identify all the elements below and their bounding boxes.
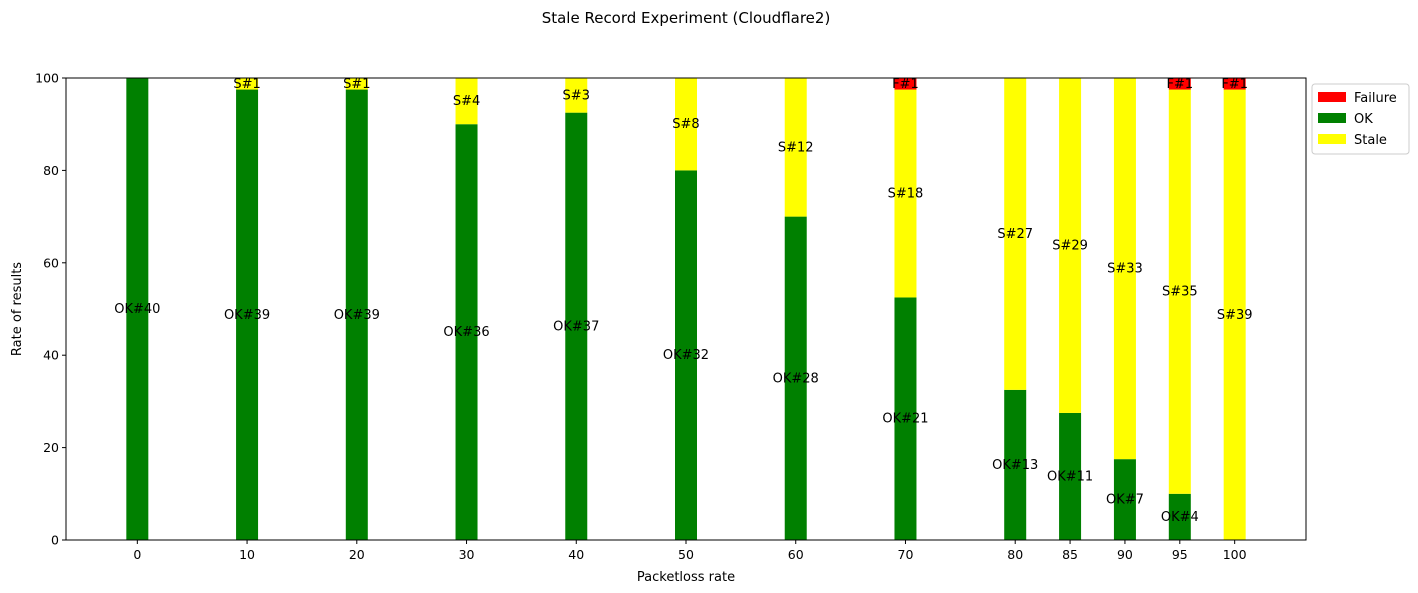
legend-swatch-ok [1318,113,1346,123]
bar-stale-40 [565,78,588,113]
bar-ok-95 [1168,493,1191,540]
bar-stale-85 [1059,78,1082,413]
data-label-ok-60: OK#28 [773,371,819,386]
data-label-ok-10: OK#39 [224,308,270,323]
y-tick-label: 20 [43,440,59,455]
bar-failure-100 [1223,78,1246,90]
data-label-stale-20: S#1 [343,77,370,92]
x-tick-label: 40 [568,547,584,562]
bars-group [126,78,1246,541]
y-tick-label: 60 [43,255,59,270]
data-label-stale-30: S#4 [453,94,480,109]
x-tick-label: 0 [133,547,141,562]
legend-swatch-stale [1318,134,1346,144]
bar-ok-30 [455,124,478,540]
x-tick-label: 95 [1172,547,1188,562]
data-label-ok-80: OK#13 [992,458,1038,473]
y-tick-label: 40 [43,348,59,363]
data-label-ok-40: OK#37 [553,319,599,334]
bar-stale-30 [455,78,478,125]
bar-ok-50 [675,170,697,540]
bar-stale-10 [236,78,259,90]
y-axis-ticks: 0 20 40 60 80 100 [35,71,66,548]
y-tick-label: 0 [51,533,59,548]
bar-stale-100 [1223,89,1246,541]
bar-labels-group: OK#40 OK#39 S#1 OK#39 S#1 OK#36 S#4 OK#37 S#3 OK#… [114,77,1252,525]
data-label-ok-85: OK#11 [1047,469,1093,484]
data-label-stale-60: S#12 [778,140,814,155]
bar-ok-0 [126,78,149,540]
bar-stale-60 [784,78,807,217]
legend-label-ok: OK [1354,112,1373,127]
data-label-stale-95: S#35 [1162,285,1198,300]
data-label-stale-85: S#29 [1052,238,1088,253]
data-label-ok-95: OK#4 [1161,510,1199,525]
data-label-stale-40: S#3 [563,88,590,103]
data-label-failure-100: F#1 [1221,77,1248,92]
data-label-stale-90: S#33 [1107,262,1143,277]
data-label-failure-70: F#1 [892,77,919,92]
bar-ok-90 [1113,459,1136,540]
x-tick-label: 50 [678,547,694,562]
bar-failure-95 [1168,78,1191,90]
data-label-stale-100: S#39 [1217,308,1253,323]
bar-ok-85 [1059,412,1082,540]
bar-failure-70 [894,78,917,90]
data-label-failure-95: F#1 [1166,77,1193,92]
bar-stale-50 [675,78,697,171]
data-label-ok-50: OK#32 [663,348,709,363]
chart-title: Stale Record Experiment (Cloudflare2) [542,9,831,27]
x-tick-label: 100 [1223,547,1247,562]
x-tick-label: 20 [349,547,365,562]
bar-stale-80 [1004,78,1027,390]
bar-ok-20 [345,89,368,541]
bar-ok-40 [565,112,588,541]
x-tick-label: 80 [1007,547,1023,562]
data-label-ok-0: OK#40 [114,302,160,317]
legend-label-failure: Failure [1354,91,1397,106]
x-axis-label: Packetloss rate [637,570,735,585]
data-label-ok-20: OK#39 [334,308,380,323]
bar-stale-95 [1168,89,1191,494]
x-tick-label: 10 [239,547,255,562]
y-tick-label: 100 [35,71,59,86]
x-tick-label: 30 [459,547,475,562]
bar-ok-80 [1004,389,1027,540]
data-label-stale-50: S#8 [672,117,699,132]
y-tick-label: 80 [43,163,59,178]
legend-swatch-failure [1318,92,1346,102]
x-tick-label: 70 [898,547,914,562]
x-tick-label: 85 [1062,547,1078,562]
data-label-ok-70: OK#21 [882,412,928,427]
x-axis-ticks: 0 10 20 30 40 50 60 70 80 85 90 95 100 [133,540,1247,562]
bar-stale-70 [894,89,917,298]
data-label-stale-80: S#27 [997,227,1033,242]
data-label-stale-70: S#18 [888,187,924,202]
bar-stale-90 [1113,78,1136,460]
legend: Failure OK Stale [1311,83,1410,155]
bar-ok-70 [894,297,917,540]
legend-label-stale: Stale [1354,133,1387,148]
bar-ok-10 [236,89,259,541]
y-axis-label: Rate of results [10,262,25,356]
x-tick-label: 90 [1117,547,1133,562]
data-label-ok-30: OK#36 [443,325,489,340]
data-label-ok-90: OK#7 [1106,493,1144,508]
bar-stale-20 [345,78,368,90]
x-tick-label: 60 [788,547,804,562]
data-label-stale-10: S#1 [233,77,260,92]
bar-ok-60 [784,216,807,540]
